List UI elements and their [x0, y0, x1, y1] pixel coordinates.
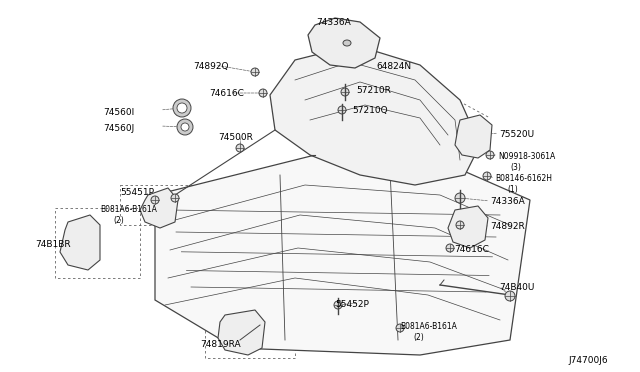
Circle shape: [456, 221, 464, 229]
Text: J74700J6: J74700J6: [568, 356, 607, 365]
Circle shape: [446, 244, 454, 252]
Text: B08146-6162H: B08146-6162H: [495, 174, 552, 183]
Circle shape: [505, 291, 515, 301]
Circle shape: [173, 99, 191, 117]
Text: (2): (2): [113, 216, 124, 225]
Text: 74560J: 74560J: [103, 124, 134, 133]
Text: 74500R: 74500R: [218, 133, 253, 142]
Polygon shape: [140, 188, 178, 228]
Circle shape: [341, 88, 349, 96]
Text: 74336A: 74336A: [490, 197, 525, 206]
Text: 74B1BR: 74B1BR: [35, 240, 70, 249]
Text: 55451P: 55451P: [120, 188, 154, 197]
Circle shape: [181, 123, 189, 131]
Polygon shape: [448, 206, 488, 248]
Circle shape: [259, 89, 267, 97]
Circle shape: [338, 106, 346, 114]
Polygon shape: [218, 310, 265, 355]
Text: 74336A: 74336A: [316, 18, 351, 27]
Polygon shape: [60, 215, 100, 270]
Circle shape: [177, 119, 193, 135]
Text: 74560I: 74560I: [103, 108, 134, 117]
Text: 55452P: 55452P: [335, 300, 369, 309]
Circle shape: [483, 172, 491, 180]
Text: B081A6-B161A: B081A6-B161A: [100, 205, 157, 214]
Polygon shape: [308, 18, 380, 68]
Polygon shape: [455, 115, 492, 158]
Polygon shape: [155, 155, 530, 355]
Text: 57210Q: 57210Q: [352, 106, 388, 115]
Circle shape: [334, 301, 342, 309]
Circle shape: [236, 144, 244, 152]
Text: 57210R: 57210R: [356, 86, 391, 95]
Circle shape: [151, 196, 159, 204]
Text: N09918-3061A: N09918-3061A: [498, 152, 556, 161]
Text: (3): (3): [510, 163, 521, 172]
Circle shape: [251, 68, 259, 76]
Text: (2): (2): [413, 333, 424, 342]
Text: 74616C: 74616C: [454, 245, 489, 254]
Text: 74892Q: 74892Q: [193, 62, 228, 71]
Circle shape: [455, 193, 465, 203]
Circle shape: [396, 324, 404, 332]
Ellipse shape: [343, 40, 351, 46]
Text: (1): (1): [507, 185, 518, 194]
Text: 74616C: 74616C: [209, 89, 244, 98]
Circle shape: [177, 103, 187, 113]
Text: 74819RA: 74819RA: [200, 340, 241, 349]
Text: 74892R: 74892R: [490, 222, 525, 231]
Circle shape: [486, 151, 494, 159]
Circle shape: [171, 194, 179, 202]
Polygon shape: [270, 45, 480, 185]
Text: 75520U: 75520U: [499, 130, 534, 139]
Text: 64824N: 64824N: [376, 62, 411, 71]
Text: B081A6-B161A: B081A6-B161A: [400, 322, 457, 331]
Text: 74B40U: 74B40U: [499, 283, 534, 292]
